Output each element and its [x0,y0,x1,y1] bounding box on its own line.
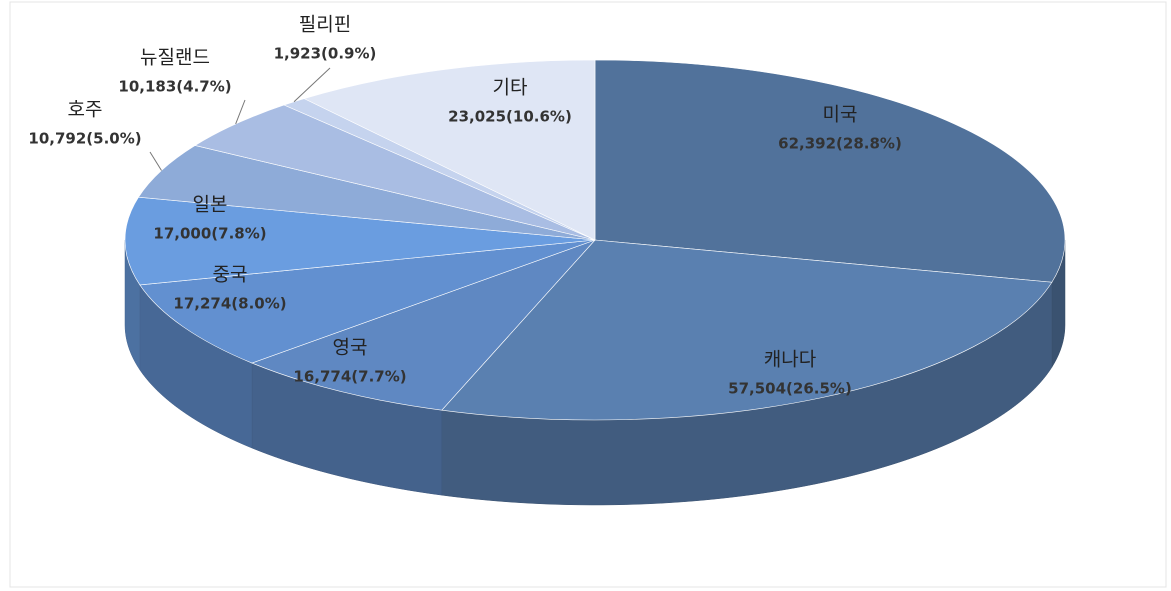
slice [137,145,596,241]
category-label: 뉴질랜드 [140,47,210,69]
category-label: 영국 [333,337,368,359]
category-label: 미국 [823,104,858,126]
slice [251,239,596,411]
category-label: 호주 [68,99,103,121]
value-label: 62,392(28.8%) [778,135,902,153]
value-label: 57,504(26.5%) [728,380,852,398]
leader-line [149,151,162,171]
slice [303,59,596,241]
labels: 미국 62,392(28.8%) 캐나다 57,504(26.5%) 영국 16,774(… [28,14,901,398]
value-label: 17,000(7.8%) [153,225,266,243]
leader-line [235,99,246,125]
value-label: 17,274(8.0%) [173,295,286,313]
category-label: 필리핀 [299,14,351,36]
category-label: 캐나다 [764,349,816,371]
leader-line [293,67,331,103]
category-label: 일본 [193,194,228,216]
slice [124,196,596,286]
category-label: 중국 [213,264,248,286]
slice [139,239,596,364]
value-label: 16,774(7.7%) [293,368,406,386]
tops [124,59,1066,421]
slice [594,59,1066,283]
category-label: 기타 [493,77,528,99]
value-label: 1,923(0.9%) [274,45,377,63]
sides [124,239,1066,506]
value-label: 23,025(10.6%) [448,108,572,126]
value-label: 10,183(4.7%) [118,78,231,96]
value-label: 10,792(5.0%) [28,130,141,148]
slice [441,239,1053,421]
